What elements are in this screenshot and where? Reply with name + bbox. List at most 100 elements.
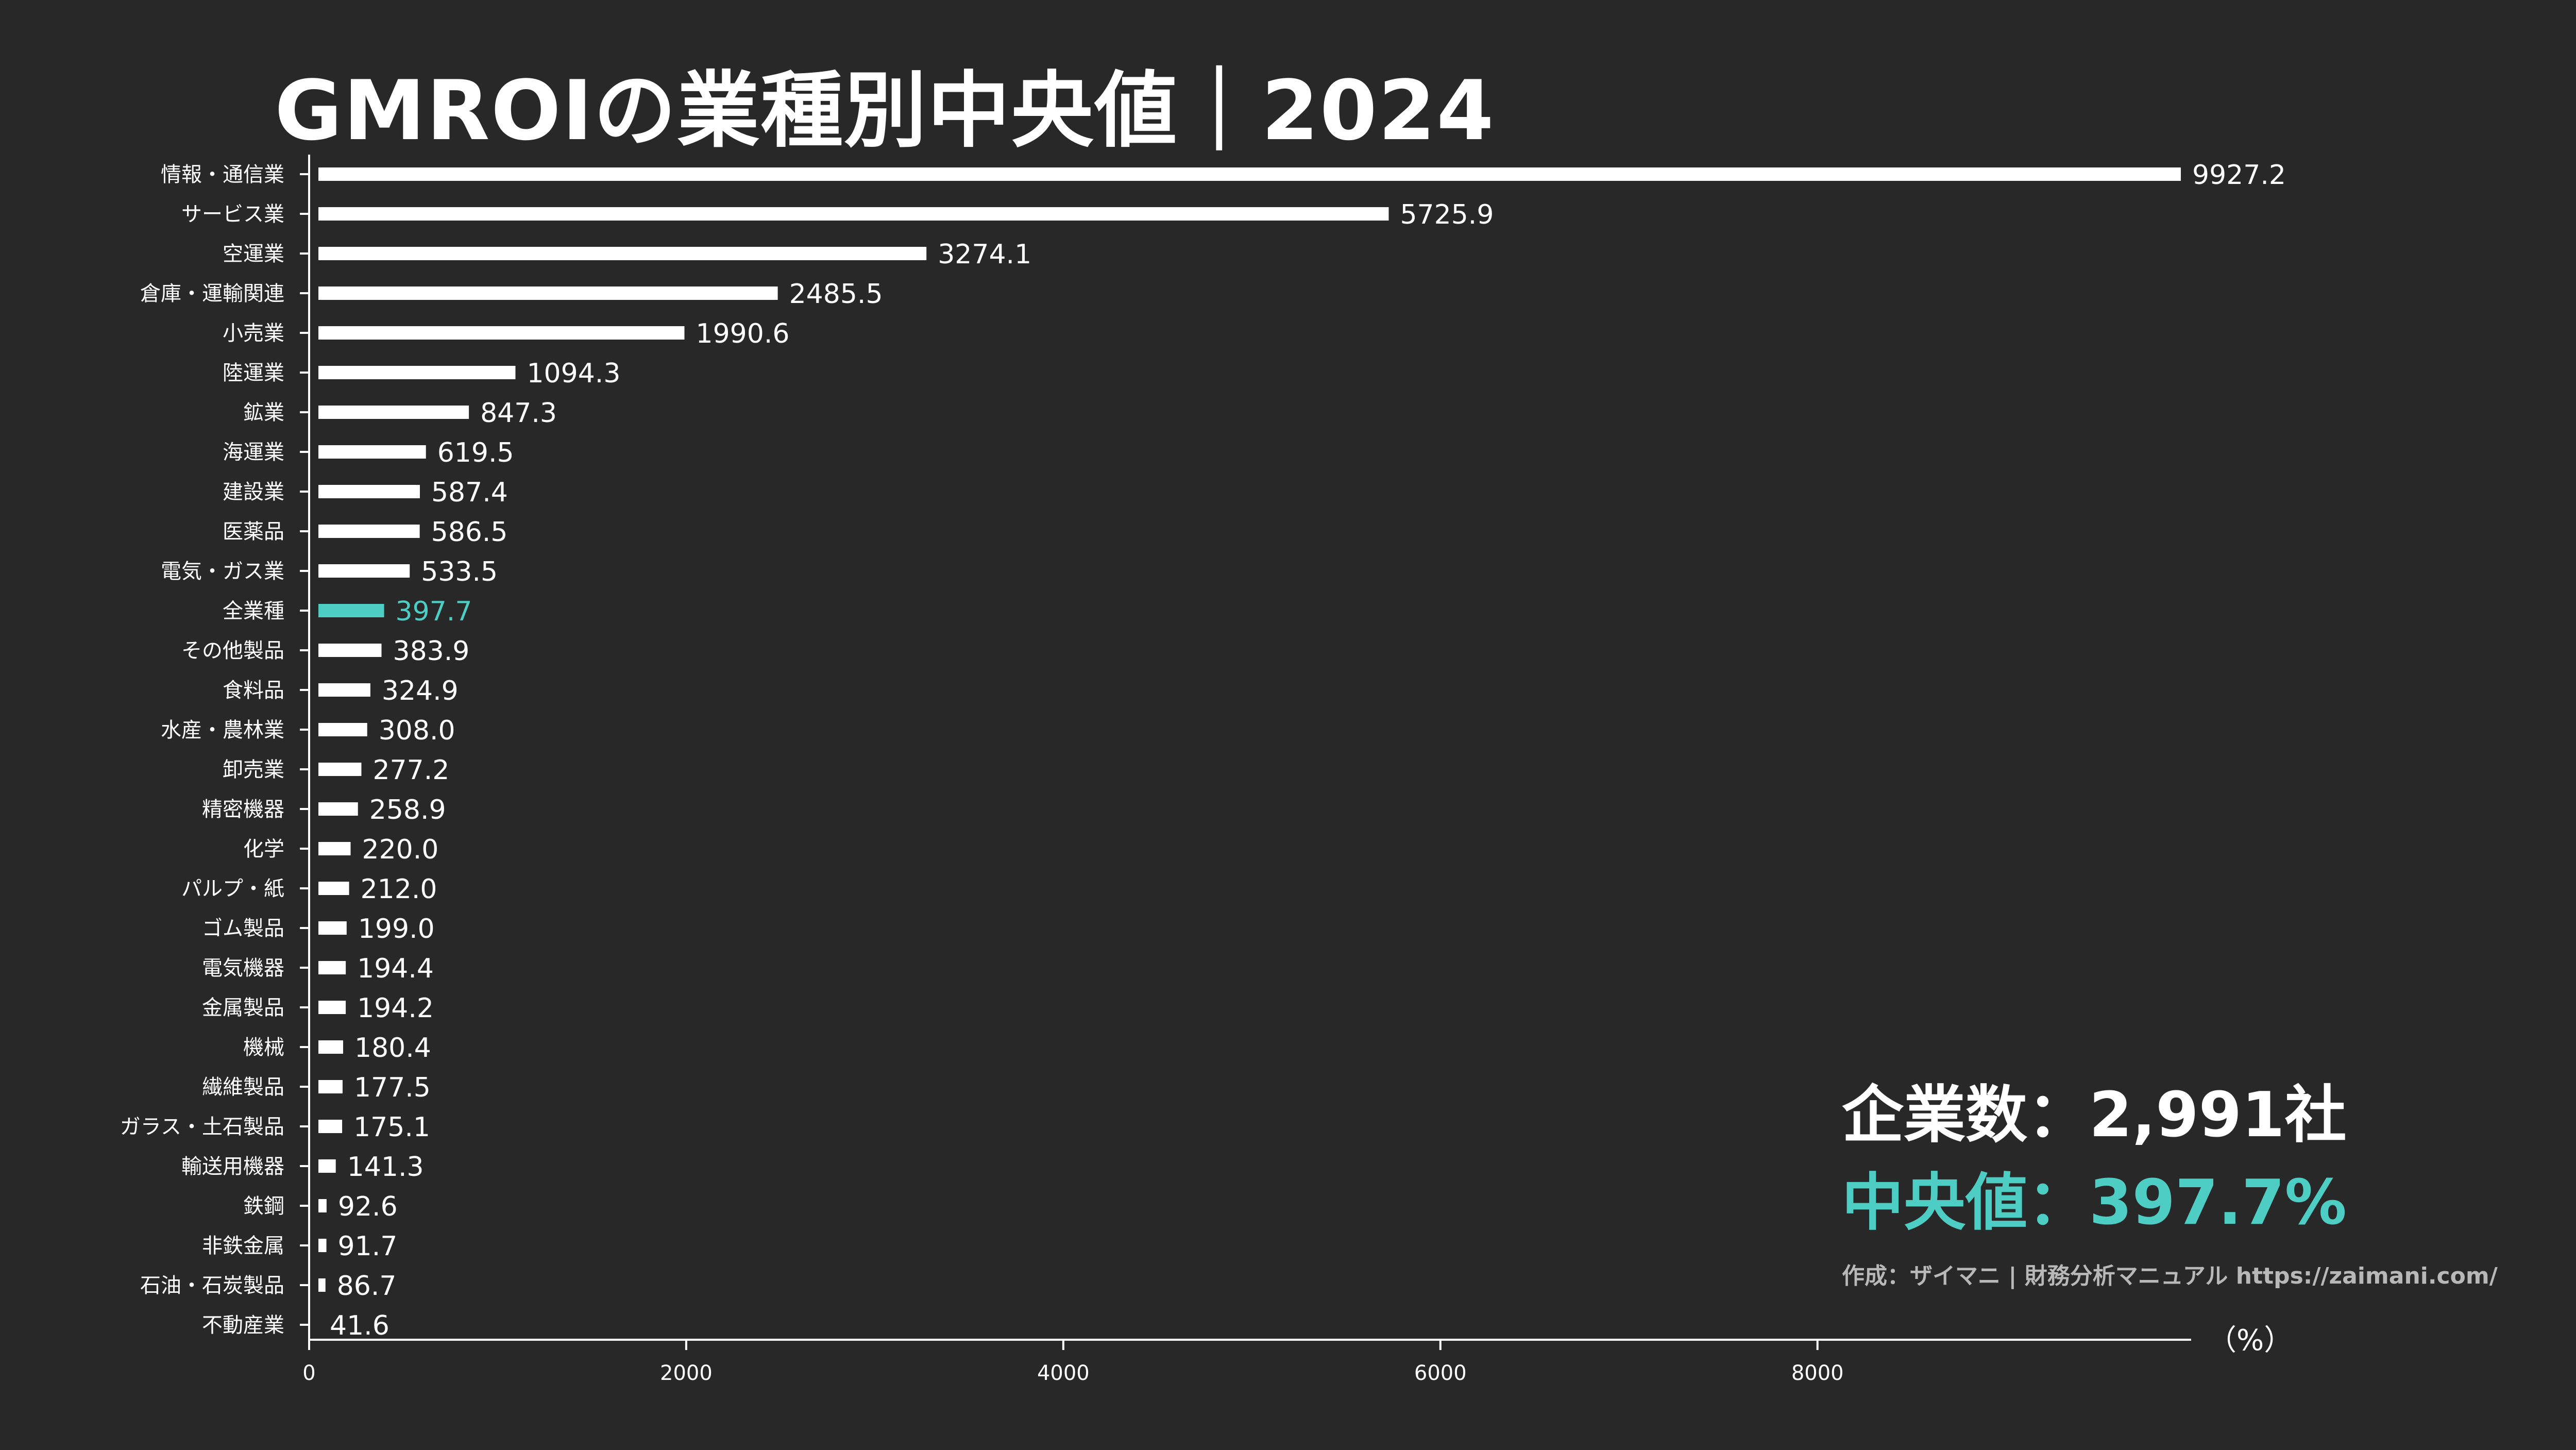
category-label: ガラス・土石製品	[120, 1115, 284, 1139]
bar	[318, 882, 349, 895]
bar	[318, 1001, 346, 1014]
value-label: 3274.1	[938, 239, 1031, 270]
category-label: 卸売業	[223, 758, 284, 782]
bar	[318, 802, 358, 816]
bar	[318, 485, 420, 498]
category-label: 電気・ガス業	[161, 560, 284, 583]
bar	[318, 366, 516, 379]
bar	[318, 961, 346, 974]
x-tick-label: 2000	[660, 1361, 713, 1385]
bar	[318, 445, 426, 459]
bar	[318, 644, 382, 657]
value-label: 5725.9	[1400, 199, 1494, 230]
bar	[318, 1120, 343, 1133]
value-label: 324.9	[382, 676, 459, 706]
bars-layer: 情報・通信業 9927.2 サービス業 5725.9 空運業 3274.1 倉庫・運輸関連 2…	[120, 160, 2286, 1341]
bar	[318, 1040, 344, 1054]
bar	[318, 1278, 326, 1292]
bar	[318, 286, 778, 300]
bar	[318, 763, 362, 776]
category-label: 情報・通信業	[161, 163, 284, 187]
value-label: 91.7	[338, 1231, 398, 1262]
bar	[318, 723, 367, 736]
value-label: 847.3	[480, 398, 557, 429]
bar	[318, 326, 685, 340]
category-label: 海運業	[223, 441, 284, 464]
company-count: 企業数：2,991社	[1842, 1080, 2347, 1151]
bar	[318, 683, 370, 697]
category-label: 全業種	[223, 599, 284, 623]
value-label: 41.6	[330, 1310, 389, 1341]
x-tick-label: 0	[302, 1361, 315, 1385]
median-value: 中央値：397.7%	[1842, 1167, 2347, 1239]
bar	[318, 247, 927, 260]
category-label: 倉庫・運輸関連	[140, 282, 284, 306]
category-label: 輸送用機器	[181, 1155, 284, 1178]
stats-box: 企業数：2,991社 中央値：397.7% 作成：ザイマニ | 財務分析マニュア…	[1842, 1077, 2498, 1290]
category-label: 建設業	[223, 480, 284, 504]
category-label: 石油・石炭製品	[140, 1274, 284, 1297]
category-label: その他製品	[181, 639, 284, 663]
value-label: 220.0	[362, 834, 439, 865]
category-label: 繊維製品	[202, 1075, 284, 1099]
category-label: 非鉄金属	[202, 1234, 284, 1258]
bar	[318, 525, 420, 538]
category-label: サービス業	[181, 203, 284, 226]
category-label: 小売業	[223, 322, 284, 345]
bar	[318, 604, 384, 617]
category-label: 電気機器	[202, 956, 284, 980]
value-label: 586.5	[431, 517, 508, 548]
value-label: 383.9	[393, 636, 469, 667]
value-label: 2485.5	[789, 279, 883, 310]
bar	[318, 1159, 336, 1173]
bar	[318, 207, 1389, 221]
value-label: 199.0	[358, 914, 435, 945]
bar	[318, 167, 2181, 181]
category-label: 陸運業	[223, 361, 284, 385]
bar	[318, 1080, 343, 1093]
value-label: 1094.3	[527, 358, 620, 389]
bar	[318, 564, 410, 578]
value-label: 180.4	[354, 1033, 431, 1064]
value-label: 9927.2	[2192, 160, 2286, 191]
value-label: 1990.6	[696, 318, 789, 349]
value-label: 177.5	[354, 1072, 431, 1103]
x-tick-label: 6000	[1414, 1361, 1467, 1385]
category-label: 化学	[243, 837, 284, 861]
value-label: 397.7	[396, 596, 472, 627]
axis-layer: 0 2000 4000 6000 8000 （%）	[300, 155, 2293, 1385]
x-tick-label: 4000	[1037, 1361, 1090, 1385]
value-label: 141.3	[347, 1152, 424, 1183]
value-label: 619.5	[437, 437, 514, 468]
category-label: 食料品	[223, 679, 284, 702]
bar	[318, 842, 351, 855]
value-label: 194.4	[357, 953, 434, 984]
value-label: 92.6	[338, 1191, 398, 1222]
bar	[318, 406, 469, 419]
value-label: 86.7	[337, 1271, 397, 1302]
category-label: 空運業	[223, 242, 284, 266]
bar	[318, 921, 347, 935]
value-label: 175.1	[353, 1112, 430, 1143]
value-label: 194.2	[357, 993, 434, 1024]
category-label: ゴム製品	[202, 917, 284, 940]
category-label: パルプ・紙	[181, 877, 284, 901]
category-label: 医薬品	[223, 520, 284, 544]
value-label: 587.4	[431, 477, 508, 508]
category-label: 不動産業	[202, 1313, 284, 1337]
bar	[318, 1239, 327, 1252]
category-label: 鉱業	[243, 401, 284, 425]
value-label: 212.0	[361, 874, 437, 905]
category-label: 鉄鋼	[243, 1194, 284, 1218]
value-label: 308.0	[379, 715, 455, 746]
value-label: 258.9	[369, 795, 446, 825]
value-label: 277.2	[372, 755, 449, 786]
chart-title: GMROIの業種別中央値｜2024	[275, 62, 1495, 159]
x-tick-label: 8000	[1791, 1361, 1844, 1385]
category-label: 水産・農林業	[161, 718, 284, 742]
category-label: 精密機器	[202, 798, 284, 821]
category-label: 機械	[243, 1036, 284, 1059]
x-unit-label: （%）	[2208, 1324, 2293, 1357]
value-label: 533.5	[421, 557, 498, 587]
